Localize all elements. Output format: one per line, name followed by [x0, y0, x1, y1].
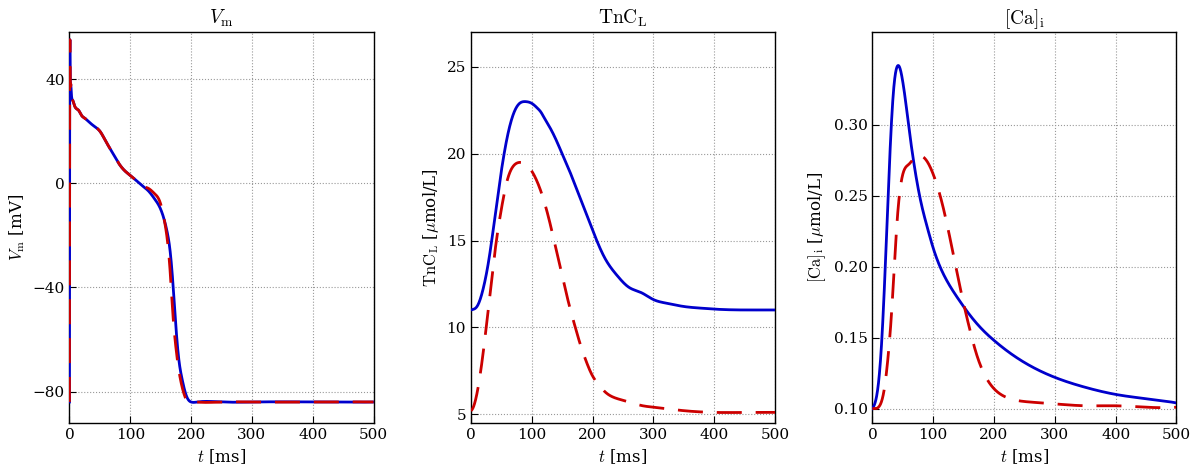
- Title: $\mathrm{TnC}_{\mathrm{L}}$: $\mathrm{TnC}_{\mathrm{L}}$: [598, 8, 648, 29]
- Title: $V_{\mathrm{m}}$: $V_{\mathrm{m}}$: [210, 8, 234, 29]
- X-axis label: $t$ [ms]: $t$ [ms]: [599, 447, 647, 466]
- X-axis label: $t$ [ms]: $t$ [ms]: [1000, 447, 1049, 466]
- Title: $[\mathrm{Ca}]_{\mathrm{i}}$: $[\mathrm{Ca}]_{\mathrm{i}}$: [1004, 7, 1045, 31]
- X-axis label: $t$ [ms]: $t$ [ms]: [196, 447, 246, 466]
- Y-axis label: $[\mathrm{Ca}]_{\mathrm{i}}$ [$\mu$mol/L]: $[\mathrm{Ca}]_{\mathrm{i}}$ [$\mu$mol/L…: [806, 172, 828, 283]
- Y-axis label: $\mathrm{TnC}_{\mathrm{L}}$ [$\mu$mol/L]: $\mathrm{TnC}_{\mathrm{L}}$ [$\mu$mol/L]: [420, 168, 441, 287]
- Y-axis label: $V_{\mathrm{m}}$ [mV]: $V_{\mathrm{m}}$ [mV]: [7, 194, 26, 261]
